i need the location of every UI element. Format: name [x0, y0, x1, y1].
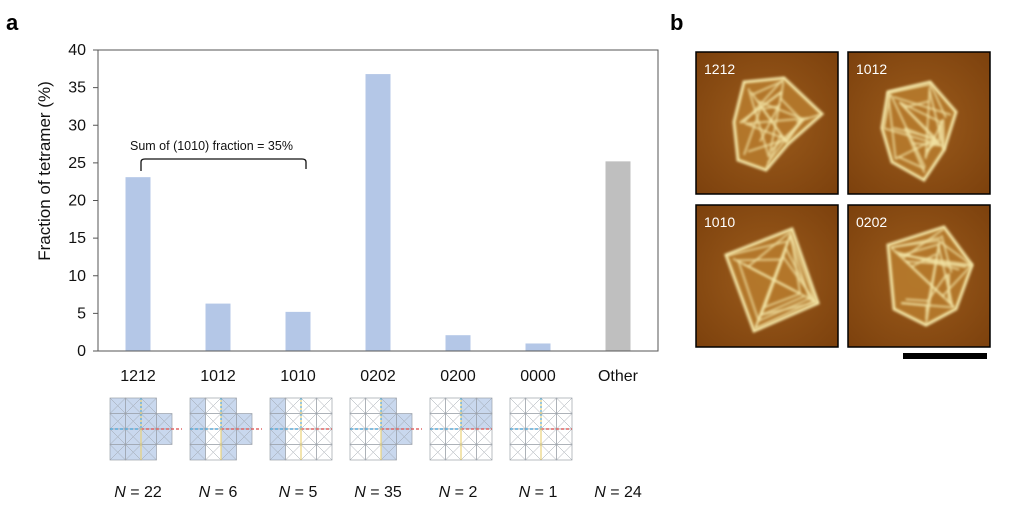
- panel-label-a: a: [6, 10, 19, 35]
- bar-chart: Fraction of tetramer (%) 0 5 10 15 20 25 30 35 4…: [35, 42, 659, 385]
- bar-1010: [285, 311, 311, 351]
- schematic-0000: [509, 397, 573, 461]
- afm-image-0202: 0202: [847, 204, 991, 348]
- bar-1012: [205, 303, 231, 351]
- y-tick-label: 5: [77, 305, 86, 322]
- y-axis-title: Fraction of tetramer (%): [35, 81, 54, 261]
- panel-label-b: b: [670, 10, 683, 35]
- afm-images: 1212 1012 1010 0202: [695, 51, 991, 348]
- bar-0000: [525, 343, 551, 351]
- y-tick-label: 30: [68, 117, 86, 134]
- x-tick-label: 0202: [360, 368, 396, 385]
- y-tick-label: 0: [77, 343, 86, 360]
- afm-image-label: 1212: [704, 61, 735, 77]
- afm-image-label: 1010: [704, 214, 735, 230]
- annotation-text: Sum of (1010) fraction = 35%: [130, 139, 293, 153]
- annotation-bracket: [140, 158, 307, 171]
- schematic-1012: [189, 397, 262, 461]
- sample-counts: N = 22 N = 6 N = 5 N = 35 N = 2 N = 1 N = 24: [114, 484, 642, 501]
- afm-image-1010: 1010: [695, 204, 839, 348]
- bars: [125, 74, 631, 351]
- schematic-0200: [429, 397, 493, 461]
- afm-image-1212: 1212: [695, 51, 839, 195]
- schematic-1212: [109, 397, 182, 461]
- count-label: N = 2: [439, 484, 478, 501]
- count-label: N = 5: [279, 484, 318, 501]
- count-label: N = 6: [199, 484, 238, 501]
- schematic-1010: [269, 397, 333, 461]
- y-tick-label: 35: [68, 80, 86, 97]
- y-tick-label: 20: [68, 193, 86, 210]
- y-axis: 0 5 10 15 20 25 30 35 40: [68, 42, 98, 360]
- afm-image-1012: 1012: [847, 51, 991, 195]
- schematic-0202: [349, 397, 422, 461]
- y-tick-label: 40: [68, 42, 86, 59]
- scale-bar: [903, 353, 987, 359]
- count-label: N = 24: [594, 484, 642, 501]
- y-tick-label: 10: [68, 268, 86, 285]
- afm-image-label: 1012: [856, 61, 887, 77]
- count-label: N = 35: [354, 484, 402, 501]
- y-tick-label: 25: [68, 155, 86, 172]
- count-label: N = 1: [519, 484, 558, 501]
- tetramer-schematics: [109, 397, 573, 461]
- bar-1212: [125, 177, 151, 351]
- x-tick-label: Other: [598, 368, 639, 385]
- plot-frame: [97, 49, 659, 352]
- afm-image-label: 0202: [856, 214, 887, 230]
- x-tick-label: 0200: [440, 368, 476, 385]
- bar-0200: [445, 335, 471, 351]
- bar-other: [605, 161, 631, 351]
- x-tick-label: 1010: [280, 368, 316, 385]
- x-tick-label: 0000: [520, 368, 556, 385]
- y-tick-label: 15: [68, 230, 86, 247]
- x-tick-label: 1012: [200, 368, 236, 385]
- sum-annotation: Sum of (1010) fraction = 35%: [130, 139, 307, 171]
- x-tick-label: 1212: [120, 368, 156, 385]
- count-label: N = 22: [114, 484, 162, 501]
- x-axis: 1212 1012 1010 0202 0200 0000 Other: [120, 368, 638, 385]
- bar-0202: [365, 74, 391, 351]
